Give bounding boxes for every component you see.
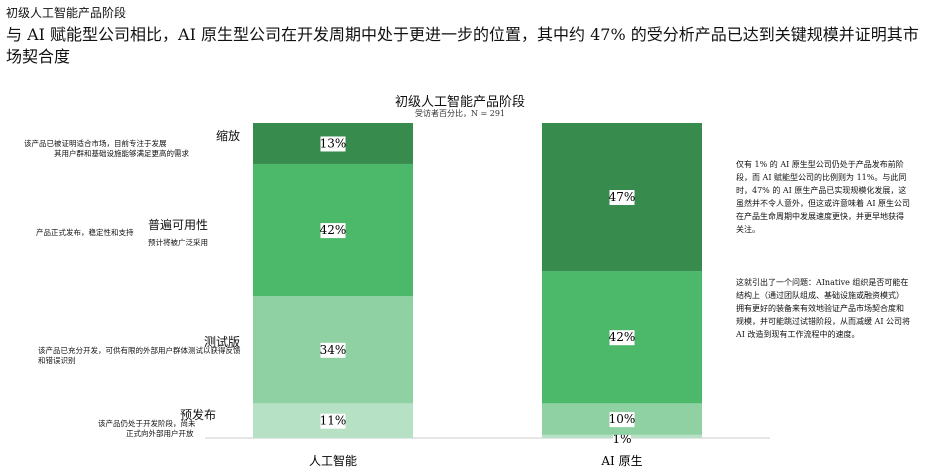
side-note-2: 这就引出了一个问题：AInative 组织是否可能在结构上（通过团队组成、基础设… [736,278,911,339]
stage-label-ga: 普遍可用性 [147,218,208,232]
stage-desc-scale-line1: 该产品已被证明适合市场，目前专注于发展 [24,139,167,148]
value-label: 47% [609,190,636,204]
value-label-bg [609,190,635,206]
stage-desc-prelaunch: 该产品仍处于开发阶段，尚未 正式向外部用户开放 [98,419,238,439]
value-label-bg [613,432,631,447]
stage-desc-scale: 该产品已被证明适合市场，目前专注于发展 其用户群和基础设施能够满足更高的需求 [24,139,194,159]
category-label: 人工智能 [309,453,357,468]
page-headline: 与 AI 赋能型公司相比，AI 原生型公司在开发周期中处于更进一步的位置，其中约… [6,25,919,66]
category-label: AI 原生 [600,454,642,468]
stage-desc-ga-line1: 产品正式发布，稳定性和支持 [36,228,134,237]
value-label-bg [609,330,635,346]
value-label: 1% [612,432,631,446]
stage-desc-beta-line2: 和错误识别 [38,356,76,365]
stage-desc-prelaunch-line1: 该产品仍处于开发阶段，尚未 [98,419,196,428]
value-label: 34% [320,343,347,357]
value-label: 42% [609,330,636,344]
value-label-bg [320,223,346,239]
value-label: 42% [320,223,347,237]
stage-desc-beta: 该产品已充分开发，可供有限的外部用户群体测试以获得反馈 和错误识别 [38,346,253,366]
value-label-bg [320,342,346,358]
page-kicker: 初级人工智能产品阶段 [6,6,127,20]
chart-subtitle: 受访者百分比，N = 291 [414,109,506,118]
stage-desc-ga-line2: 预计将被广泛采用 [148,238,208,247]
value-label-bg [320,136,346,152]
stage-label-prelaunch: 预发布 [179,408,216,422]
value-label-bg [320,413,346,429]
value-label: 10% [609,412,636,426]
chart-title: 初级人工智能产品阶段 [394,95,525,110]
value-label: 11% [320,414,347,428]
value-label: 13% [320,136,347,150]
stage-label-beta: 测试版 [203,335,240,349]
stage-label-scale: 缩放 [215,129,240,143]
stage-desc-scale-line2: 其用户群和基础设施能够满足更高的需求 [54,149,189,158]
side-note-1: 仅有 1% 的 AI 原生型公司仍处于产品发布前阶段，而 AI 赋能型公司的比例… [736,160,911,234]
stage-desc-prelaunch-line2: 正式向外部用户开放 [126,429,194,438]
value-label-bg [609,412,635,428]
stage-desc-beta-line1: 该产品已充分开发，可供有限的外部用户群体测试以获得反馈 [38,346,241,355]
